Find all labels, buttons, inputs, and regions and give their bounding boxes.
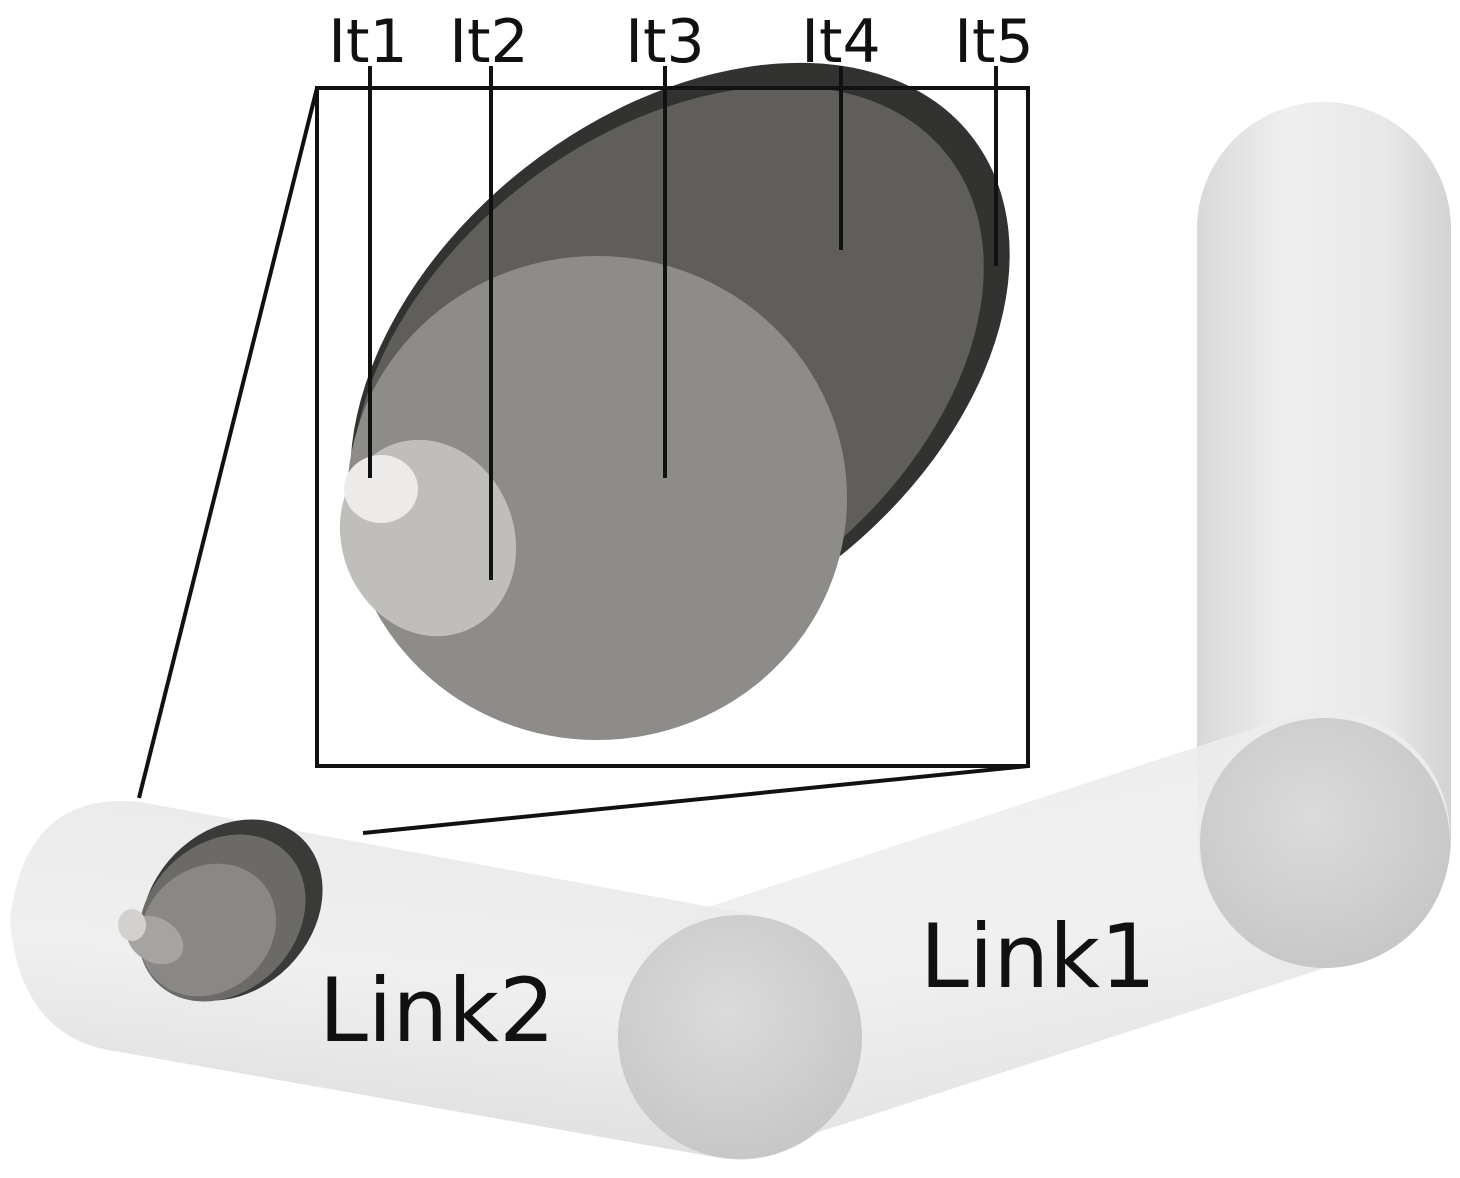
small-ellipsoid-it1 xyxy=(118,909,146,941)
label-it2: It2 xyxy=(449,7,528,77)
magnification-frame xyxy=(315,86,1030,768)
label-link2: Link2 xyxy=(319,959,555,1062)
small-ellipsoid-it3 xyxy=(139,863,277,997)
zoom-connector-left xyxy=(137,87,319,799)
label-it3: It3 xyxy=(625,7,704,77)
shoulder-joint-sphere xyxy=(1200,718,1450,968)
magnified-ellipsoid-group xyxy=(339,62,1010,740)
label-link1: Link1 xyxy=(920,905,1156,1008)
label-it1: It1 xyxy=(328,7,407,77)
label-it4: It4 xyxy=(801,7,880,77)
label-it5: It5 xyxy=(954,7,1033,77)
zoom-connector-right xyxy=(362,764,1029,835)
ellipsoid-it1 xyxy=(344,455,418,523)
elbow-joint-sphere xyxy=(618,915,862,1159)
small-ellipsoid-group xyxy=(118,819,323,1002)
